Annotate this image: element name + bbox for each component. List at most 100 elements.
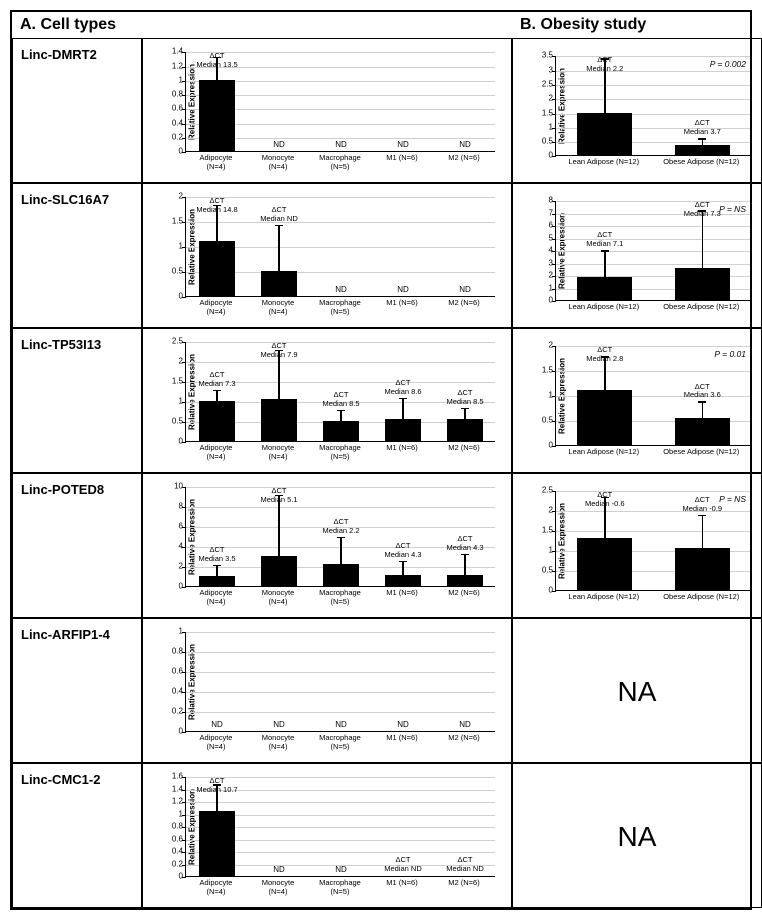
y-tick-label: 1.2 [172,797,186,806]
celltypes-chart: Relative Expression00.20.40.60.81NDNDNDN… [149,632,505,751]
y-axis-label: Relative Expression [188,64,197,140]
x-tick-label: M1 (N=6) [371,732,433,751]
y-tick-label: 0.4 [172,687,186,696]
bar-annotation: ΔCTMedian 13.5 [196,52,237,69]
bar-annotation: ΔCTMedian 4.3 [384,542,421,559]
nd-label: ND [335,865,347,874]
bar-annotation: ΔCTMedian 10.7 [196,777,237,794]
y-axis-label: Relative Expression [558,503,567,579]
bar-annotation: ΔCTMedian 2.2 [586,56,623,73]
row-label: Linc-DMRT2 [12,38,142,183]
bar [577,277,632,301]
y-tick-label: 0.5 [172,267,186,276]
row-label: Linc-ARFIP1-4 [12,618,142,763]
bar-annotation: ΔCTMedian ND [446,856,484,873]
celltypes-chart: Relative Expression00.511.522.5ΔCTMedian… [149,342,505,461]
p-value: P = 0.002 [710,59,746,69]
obesity-cell: NA [512,618,762,763]
y-tick-label: 7 [549,208,556,217]
y-axis-label: Relative Expression [188,499,197,575]
row-label: Linc-TP53I13 [12,328,142,473]
celltypes-chart: Relative Expression00.20.40.60.811.21.41… [149,777,505,896]
nd-label: ND [397,720,409,729]
x-tick-label: M2 (N=6) [433,877,495,896]
x-tick-label: Adipocyte(N=4) [185,732,247,751]
x-tick-label: Macrophage(N=5) [309,152,371,171]
nd-label: ND [397,285,409,294]
celltypes-cell: Relative Expression00.511.52ΔCTMedian 14… [142,183,512,328]
y-tick-label: 0 [549,441,556,450]
bar-annotation: ΔCTMedian 7.9 [260,342,297,359]
bar [577,538,632,590]
bar-annotation: ΔCTMedian 8.6 [384,379,421,396]
obesity-cell: Relative Expression00.511.52P = 0.01ΔCTM… [512,328,762,473]
bar [385,575,421,586]
x-tick-label: M1 (N=6) [371,442,433,461]
y-tick-label: 0.5 [172,417,186,426]
x-tick-label: M2 (N=6) [433,587,495,606]
x-tick-label: Monocyte(N=4) [247,152,309,171]
bar [199,241,235,296]
bar [447,419,483,441]
y-tick-label: 1 [179,809,186,818]
y-tick-label: 0 [549,296,556,305]
y-tick-label: 0.5 [542,566,556,575]
nd-label: ND [211,720,223,729]
x-tick-label: M2 (N=6) [433,442,495,461]
y-tick-label: 0.5 [542,416,556,425]
y-tick-label: 2 [179,192,186,201]
bar [675,145,730,155]
bar [577,113,632,156]
x-tick-label: Obese Adipose (N=12) [653,591,751,601]
x-tick-label: Monocyte(N=4) [247,297,309,316]
y-tick-label: 3.5 [542,51,556,60]
x-tick-label: Adipocyte(N=4) [185,877,247,896]
nd-label: ND [273,865,285,874]
bar [577,390,632,445]
y-tick-label: 2 [549,94,556,103]
y-tick-label: 2 [549,341,556,350]
na-text: NA [618,676,657,708]
y-tick-label: 1.4 [172,47,186,56]
y-tick-label: 10 [174,482,186,491]
obesity-chart: Relative Expression00.511.522.5P = NSΔCT… [519,491,755,601]
bar-annotation: ΔCTMedian ND [260,206,298,223]
celltypes-cell: Relative Expression00.20.40.60.81NDNDNDN… [142,618,512,763]
y-tick-label: 0 [179,727,186,736]
y-tick-label: 1.4 [172,784,186,793]
bar [261,556,297,586]
x-tick-label: Macrophage(N=5) [309,442,371,461]
y-tick-label: 2 [549,506,556,515]
y-tick-label: 1.5 [172,377,186,386]
y-tick-label: 1 [179,75,186,84]
celltypes-cell: Relative Expression00.20.40.60.811.21.4Δ… [142,38,512,183]
celltypes-cell: Relative Expression00.20.40.60.811.21.41… [142,763,512,908]
x-tick-label: Macrophage(N=5) [309,587,371,606]
y-tick-label: 1 [179,627,186,636]
bar [675,548,730,590]
row-label: Linc-SLC16A7 [12,183,142,328]
bar-annotation: ΔCTMedian 8.5 [446,389,483,406]
y-tick-label: 1.5 [172,217,186,226]
bar-annotation: ΔCTMedian 14.8 [196,197,237,214]
x-tick-label: Adipocyte(N=4) [185,442,247,461]
y-tick-label: 2.5 [542,486,556,495]
x-tick-label: Monocyte(N=4) [247,877,309,896]
y-tick-label: 0 [549,586,556,595]
y-tick-label: 2 [549,271,556,280]
y-tick-label: 1 [549,546,556,555]
y-tick-label: 0 [179,147,186,156]
y-tick-label: 0.2 [172,707,186,716]
x-tick-label: M1 (N=6) [371,877,433,896]
y-tick-label: 1.5 [542,108,556,117]
bar-annotation: ΔCTMedian 8.5 [322,391,359,408]
bar [199,811,235,877]
na-text: NA [618,821,657,853]
bar-annotation: ΔCTMedian 7.3 [198,371,235,388]
celltypes-chart: Relative Expression00.511.52ΔCTMedian 14… [149,197,505,316]
bar [261,399,297,441]
y-tick-label: 0 [179,292,186,301]
x-tick-label: Lean Adipose (N=12) [555,446,653,456]
bar-annotation: ΔCTMedian -0.6 [585,491,625,508]
celltypes-cell: Relative Expression0246810ΔCTMedian 3.5Δ… [142,473,512,618]
